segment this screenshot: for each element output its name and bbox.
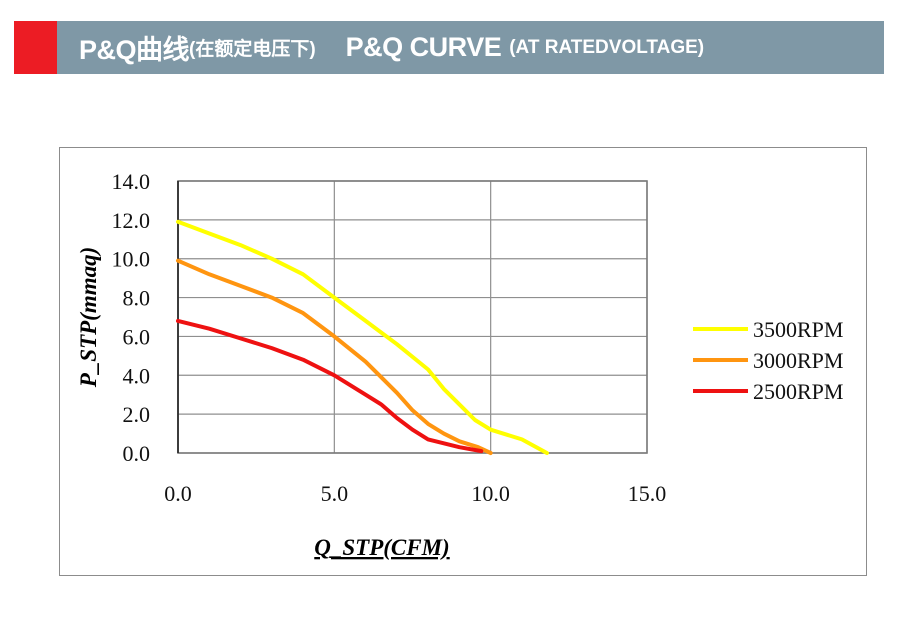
y-tick-label: 0.0 (123, 441, 151, 466)
x-tick-label: 5.0 (321, 481, 349, 506)
x-axis-ticks: 0.0 5.0 10.0 15.0 (164, 481, 666, 506)
y-tick-label: 6.0 (123, 324, 151, 349)
x-axis-label: Q_STP(CFM) (314, 535, 449, 560)
y-tick-label: 4.0 (123, 363, 151, 388)
title-cn: P&Q曲线 (79, 35, 190, 65)
y-tick-label: 14.0 (112, 169, 151, 194)
legend-label: 3500RPM (753, 317, 843, 342)
title-en: P&Q CURVE (345, 32, 502, 62)
y-tick-label: 2.0 (123, 402, 151, 427)
legend-label: 2500RPM (753, 379, 843, 404)
y-tick-label: 8.0 (123, 286, 151, 311)
subtitle-en: (AT RATEDVOLTAGE) (509, 36, 705, 58)
x-tick-label: 0.0 (164, 481, 192, 506)
chart-legend: 3500RPM 3000RPM 2500RPM (693, 317, 843, 404)
series-line-2500rpm (176, 318, 484, 454)
x-tick-label: 15.0 (628, 481, 667, 506)
y-tick-label: 12.0 (112, 208, 151, 233)
header-accent-block (14, 21, 57, 74)
series-line-3500rpm (176, 219, 549, 455)
chart-grid (177, 180, 648, 454)
series-line-3000rpm (176, 258, 493, 455)
header-bar: P&Q曲线 (在额定电压下) P&Q CURVE (AT RATEDVOLTAG… (57, 21, 884, 74)
y-axis-ticks: 0.0 2.0 4.0 6.0 8.0 10.0 12.0 14.0 (112, 169, 151, 466)
x-tick-label: 10.0 (471, 481, 510, 506)
y-tick-label: 10.0 (112, 247, 151, 272)
legend-label: 3000RPM (753, 348, 843, 373)
y-axis-label: P_STP(mmaq) (76, 247, 101, 389)
chart-series (176, 219, 549, 455)
subtitle-cn: (在额定电压下) (189, 39, 316, 60)
